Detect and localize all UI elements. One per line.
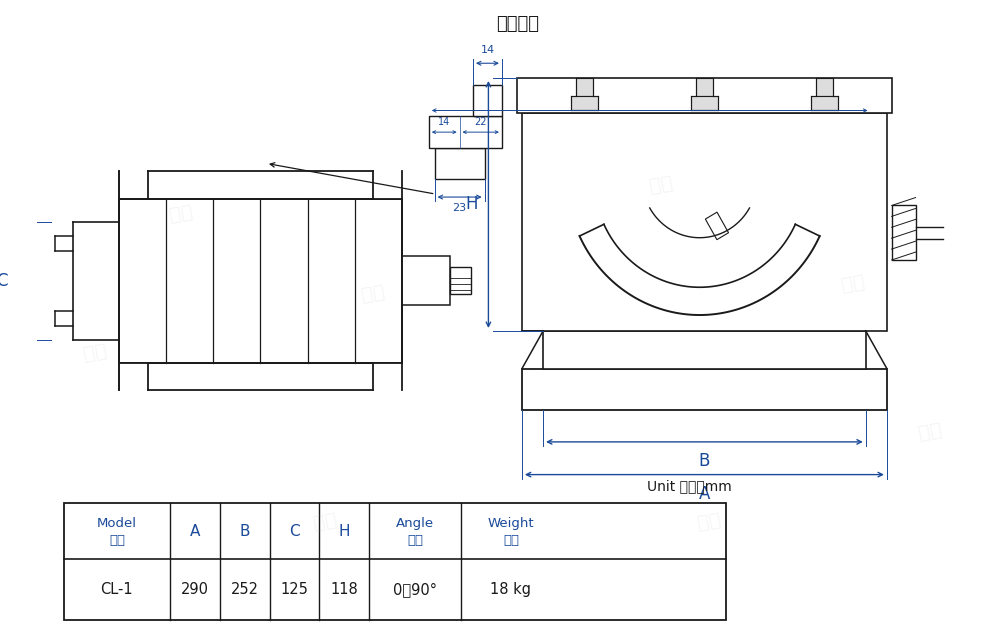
Text: 290: 290	[181, 582, 209, 597]
Text: Unit 單位：mm: Unit 單位：mm	[647, 479, 732, 494]
Text: 錦龍: 錦龍	[917, 420, 943, 443]
Bar	[705, 212, 729, 240]
Text: 22: 22	[474, 117, 487, 127]
Text: 252: 252	[231, 582, 259, 597]
Bar	[522, 113, 887, 331]
Text: 0－90°: 0－90°	[393, 582, 437, 597]
Text: A: A	[699, 484, 710, 503]
Text: C: C	[289, 523, 300, 539]
Text: 錦龍: 錦龍	[82, 341, 108, 364]
Text: 錦龍: 錦龍	[648, 173, 674, 196]
Text: Weight: Weight	[488, 517, 534, 530]
Bar	[435, 148, 485, 179]
Bar	[816, 78, 833, 96]
Bar	[892, 206, 916, 260]
Bar	[576, 78, 593, 96]
Bar	[543, 331, 866, 368]
Text: 14: 14	[438, 117, 450, 127]
Text: 錦龍: 錦龍	[312, 510, 338, 532]
Polygon shape	[119, 363, 148, 391]
Bar	[64, 503, 726, 620]
Text: 錦龍: 錦龍	[696, 510, 722, 532]
Bar	[696, 78, 713, 96]
Text: A: A	[189, 523, 200, 539]
Text: 重量: 重量	[503, 534, 519, 546]
Bar	[429, 116, 502, 148]
Text: 規格說明: 規格說明	[496, 15, 539, 32]
Text: C: C	[0, 272, 7, 290]
Bar	[691, 96, 718, 110]
Polygon shape	[373, 172, 402, 199]
Text: Model: Model	[97, 517, 137, 530]
Text: 125: 125	[281, 582, 308, 597]
Bar	[450, 267, 471, 294]
Polygon shape	[119, 172, 148, 199]
Text: 錦龍: 錦龍	[840, 272, 866, 295]
Text: CL-1: CL-1	[101, 582, 133, 597]
Text: B: B	[239, 523, 250, 539]
Polygon shape	[373, 363, 402, 391]
Text: 錦龍: 錦龍	[168, 203, 194, 225]
Bar	[517, 78, 892, 113]
Text: 角度: 角度	[407, 534, 423, 546]
Text: B: B	[699, 452, 710, 470]
Text: 18 kg: 18 kg	[490, 582, 531, 597]
Text: Angle: Angle	[396, 517, 434, 530]
Bar	[473, 85, 502, 116]
Bar	[522, 368, 887, 410]
Text: 錦龍: 錦龍	[360, 282, 386, 304]
Text: 23: 23	[453, 203, 467, 213]
Text: H: H	[465, 196, 477, 213]
Text: H: H	[339, 523, 350, 539]
Text: 14: 14	[480, 46, 495, 55]
Text: 118: 118	[331, 582, 358, 597]
Bar	[811, 96, 838, 110]
Bar	[402, 256, 450, 305]
Text: 型號: 型號	[109, 534, 125, 546]
Bar	[571, 96, 598, 110]
Bar	[119, 199, 402, 363]
